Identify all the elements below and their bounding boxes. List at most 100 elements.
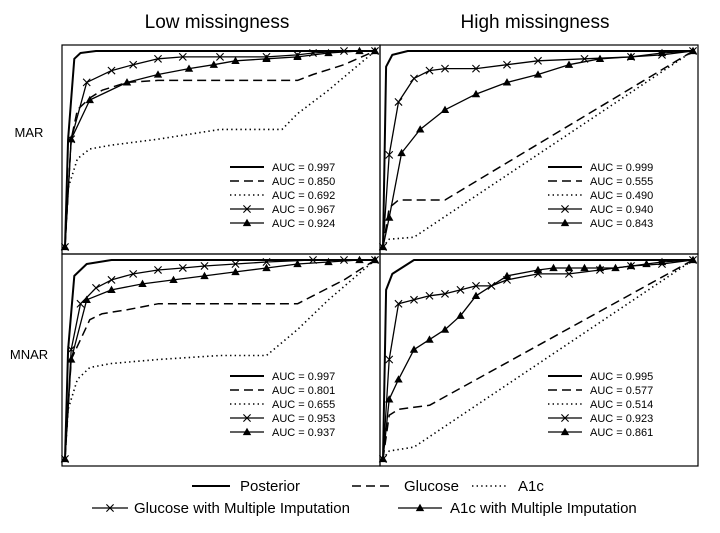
legend-label: Glucose — [404, 478, 459, 495]
data-point-triangle — [533, 70, 543, 78]
data-point-triangle — [416, 125, 425, 133]
panel-mnar-low: AUC = 0.997 AUC = 0.801 AUC = 0.655 AUC = 0… — [60, 253, 381, 467]
auc-label: AUC = 0.997 — [272, 371, 335, 383]
panel-frame — [379, 253, 699, 467]
data-point-cross — [154, 54, 162, 63]
legend-label: A1c with Multiple Imputation — [450, 500, 637, 517]
data-point-cross — [394, 299, 403, 308]
series-line-glucose — [382, 259, 694, 460]
data-point-cross — [385, 355, 394, 364]
data-point-cross — [231, 259, 240, 268]
data-point-triangle — [200, 271, 209, 280]
data-point-triangle — [595, 263, 605, 272]
data-point-triangle — [440, 105, 450, 113]
series-line-posterior — [64, 259, 375, 460]
data-point-triangle — [370, 46, 380, 55]
auc-label: AUC = 0.924 — [272, 218, 335, 230]
data-point-cross — [216, 52, 224, 61]
data-point-cross — [154, 265, 162, 274]
data-point-triangle — [456, 311, 465, 319]
data-point-triangle — [611, 263, 620, 272]
data-point-cross — [178, 52, 187, 61]
data-point-triangle — [293, 259, 302, 268]
auc-label: AUC = 0.577 — [590, 385, 653, 397]
row-label-mar: MAR — [15, 125, 44, 140]
data-point-triangle — [626, 261, 636, 270]
data-point-triangle — [184, 64, 194, 72]
data-point-cross — [503, 60, 511, 69]
data-point-triangle — [355, 46, 364, 55]
data-point-triangle — [642, 259, 651, 268]
data-point-triangle — [394, 375, 403, 383]
data-point-triangle — [657, 257, 667, 266]
data-point-cross — [425, 291, 434, 300]
data-point-triangle — [107, 285, 116, 293]
data-point-triangle — [231, 56, 240, 64]
data-point-triangle — [67, 135, 76, 143]
data-point-cross — [441, 64, 449, 73]
data-point-triangle — [138, 279, 147, 288]
auc-label: AUC = 0.999 — [590, 162, 653, 174]
auc-label: AUC = 0.995 — [590, 371, 653, 383]
auc-label: AUC = 0.801 — [272, 385, 335, 397]
auc-legend-marker — [243, 414, 251, 422]
series-line-posterior — [382, 50, 693, 248]
data-point-triangle — [231, 267, 240, 276]
data-point-triangle — [425, 335, 434, 343]
data-point-triangle — [324, 257, 333, 266]
legend-label: Posterior — [240, 478, 300, 495]
data-point-cross — [107, 275, 116, 284]
data-point-cross — [200, 261, 209, 270]
data-point-cross — [76, 299, 85, 308]
data-point-triangle — [355, 255, 364, 264]
data-point-triangle — [626, 52, 636, 61]
data-point-cross — [472, 281, 480, 290]
panel-mnar-high: AUC = 0.995 AUC = 0.577 AUC = 0.514 AUC = 0… — [378, 253, 699, 467]
column-title-high: High missingness — [461, 12, 610, 33]
data-point-triangle — [378, 454, 388, 463]
data-point-cross — [534, 56, 542, 65]
data-point-triangle — [60, 454, 70, 463]
data-point-triangle — [60, 242, 70, 251]
legend-marker — [106, 504, 114, 512]
data-point-triangle — [440, 325, 450, 333]
data-point-triangle — [370, 255, 380, 264]
auc-label: AUC = 0.937 — [272, 427, 335, 439]
data-point-triangle — [657, 48, 667, 57]
auc-label: AUC = 0.953 — [272, 413, 335, 425]
column-title-low: Low missingness — [145, 12, 290, 33]
data-point-triangle — [564, 60, 574, 68]
data-point-triangle — [262, 54, 271, 62]
data-point-triangle — [385, 395, 394, 403]
data-point-triangle — [688, 46, 698, 55]
auc-legend-marker — [243, 205, 251, 213]
data-point-cross — [565, 269, 573, 278]
data-point-triangle — [471, 89, 481, 98]
auc-label: AUC = 0.843 — [590, 218, 653, 230]
data-point-triangle — [262, 263, 271, 272]
auc-label: AUC = 0.850 — [272, 176, 335, 188]
data-point-triangle — [502, 271, 512, 280]
data-point-triangle — [153, 70, 163, 78]
data-point-cross — [129, 60, 138, 69]
data-point-cross — [410, 74, 418, 83]
legend-label: A1c — [518, 478, 544, 495]
data-point-triangle — [564, 263, 574, 272]
data-point-triangle — [324, 48, 333, 57]
data-point-triangle — [293, 52, 302, 61]
data-point-cross — [394, 97, 403, 106]
data-point-triangle — [471, 291, 481, 299]
auc-label: AUC = 0.555 — [590, 176, 653, 188]
auc-legend-marker — [561, 414, 569, 422]
data-point-cross — [178, 263, 187, 272]
data-point-triangle — [385, 213, 394, 221]
data-point-triangle — [595, 54, 605, 62]
panel-mar-low: AUC = 0.997 AUC = 0.850 AUC = 0.692 AUC = 0… — [60, 44, 381, 255]
data-point-cross — [107, 66, 116, 75]
auc-label: AUC = 0.655 — [272, 399, 335, 411]
auc-label: AUC = 0.967 — [272, 204, 335, 216]
auc-label: AUC = 0.514 — [590, 399, 653, 411]
auc-label: AUC = 0.923 — [590, 413, 653, 425]
